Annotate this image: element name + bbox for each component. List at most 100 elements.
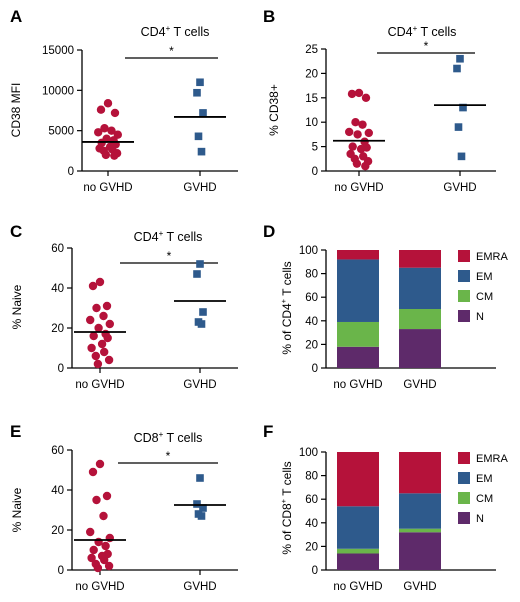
bar-segment — [337, 506, 379, 549]
y-tick-label: 5 — [312, 142, 318, 154]
y-tick-label: 20 — [305, 541, 318, 553]
data-point — [104, 561, 114, 571]
y-tick-label: 0 — [68, 166, 74, 178]
y-axis-label: % of CD8+ T cells — [279, 461, 294, 554]
bar-segment — [337, 250, 379, 260]
data-point — [196, 260, 204, 268]
data-point — [100, 124, 109, 133]
data-point — [193, 500, 201, 508]
legend-swatch — [458, 270, 470, 282]
bar-segment — [337, 346, 379, 368]
panel-title: CD8+ T cells — [134, 430, 203, 445]
data-point — [196, 474, 204, 482]
legend-label: EMRA — [476, 453, 508, 465]
y-tick-label: 20 — [51, 323, 64, 335]
x-category-label: GVHD — [183, 379, 216, 391]
data-point — [102, 491, 112, 501]
data-point — [104, 355, 114, 365]
panel-letter: B — [263, 7, 275, 26]
bar-segment — [399, 528, 441, 533]
y-tick-label: 100 — [299, 245, 318, 257]
legend-label: N — [476, 311, 484, 323]
data-point — [102, 301, 112, 311]
panel-c: C CD4+ T cells % Naive 0 20 40 60 no GVHD GVHD * — [10, 222, 238, 391]
data-point — [86, 527, 95, 537]
data-point — [103, 99, 113, 108]
data-point — [353, 130, 362, 139]
x-category-label: GVHD — [183, 182, 216, 194]
panel-f: F % of CD8+ T cells 0 20 40 60 80 100 no GVHD GVH… — [263, 422, 508, 593]
data-point — [351, 118, 360, 127]
x-category-label: no GVHD — [75, 379, 124, 391]
significance-star: * — [166, 449, 171, 463]
bar-segment — [337, 553, 379, 570]
y-tick-label: 20 — [305, 68, 318, 80]
significance-star: * — [167, 249, 172, 263]
y-tick-label: 0 — [58, 363, 64, 375]
legend-label: EM — [476, 271, 493, 283]
y-axis-label: % Naive — [10, 487, 24, 532]
data-point — [88, 467, 98, 477]
panel-title: CD4+ T cells — [141, 24, 210, 39]
data-point — [97, 339, 107, 349]
x-category-label: GVHD — [443, 182, 476, 194]
y-tick-label: 60 — [51, 445, 64, 457]
data-point — [358, 120, 367, 129]
data-point — [101, 150, 111, 160]
data-point — [96, 105, 106, 114]
data-point — [93, 563, 103, 573]
y-axis-label: % of CD4+ T cells — [279, 261, 294, 354]
data-point — [105, 319, 115, 329]
legend-label: CM — [476, 291, 493, 303]
y-tick-label: 0 — [312, 363, 318, 375]
data-point — [100, 347, 109, 357]
data-point — [361, 93, 371, 103]
data-point — [459, 103, 467, 112]
x-category-label: no GVHD — [333, 379, 382, 391]
y-tick-label: 10000 — [42, 85, 74, 97]
y-tick-label: 0 — [312, 565, 318, 577]
bar-segment — [337, 321, 379, 347]
panel-d: D % of CD4+ T cells 0 20 40 60 80 100 no GVHD GVH… — [263, 222, 508, 391]
data-point — [94, 323, 103, 333]
data-point — [197, 320, 206, 328]
y-tick-label: 15 — [305, 93, 318, 105]
data-point — [110, 108, 120, 118]
legend-swatch — [458, 310, 470, 322]
data-point — [193, 270, 201, 278]
data-point — [93, 359, 103, 369]
data-point — [199, 308, 207, 316]
legend-label: EMRA — [476, 251, 508, 263]
data-point — [92, 303, 101, 313]
y-tick-label: 40 — [305, 518, 318, 530]
legend-swatch — [458, 452, 470, 464]
x-category-label: no GVHD — [75, 581, 124, 593]
panel-a: A CD4+ T cells CD38 MFI 0 5000 10000 15000 no G… — [9, 7, 238, 194]
data-point — [94, 128, 103, 137]
data-point — [105, 533, 115, 543]
y-tick-label: 20 — [51, 525, 64, 537]
data-point — [456, 54, 464, 63]
data-point — [92, 495, 101, 505]
y-tick-label: 15000 — [42, 45, 74, 57]
bar-segment — [399, 452, 441, 494]
y-tick-label: 40 — [51, 485, 64, 497]
x-category-label: GVHD — [403, 379, 436, 391]
panel-letter: C — [10, 222, 22, 241]
legend-label: EM — [476, 473, 493, 485]
data-point — [193, 88, 201, 97]
x-category-label: no GVHD — [333, 581, 382, 593]
data-point — [197, 147, 206, 156]
y-tick-label: 60 — [305, 494, 318, 506]
y-tick-label: 60 — [51, 243, 64, 255]
y-tick-label: 0 — [58, 565, 64, 577]
data-point — [95, 277, 105, 287]
panel-letter: A — [10, 7, 22, 26]
legend-label: N — [476, 513, 484, 525]
legend-swatch — [458, 290, 470, 302]
legend-swatch — [458, 250, 470, 262]
bar-segment — [399, 250, 441, 268]
data-point — [364, 128, 373, 138]
data-point — [87, 553, 96, 563]
